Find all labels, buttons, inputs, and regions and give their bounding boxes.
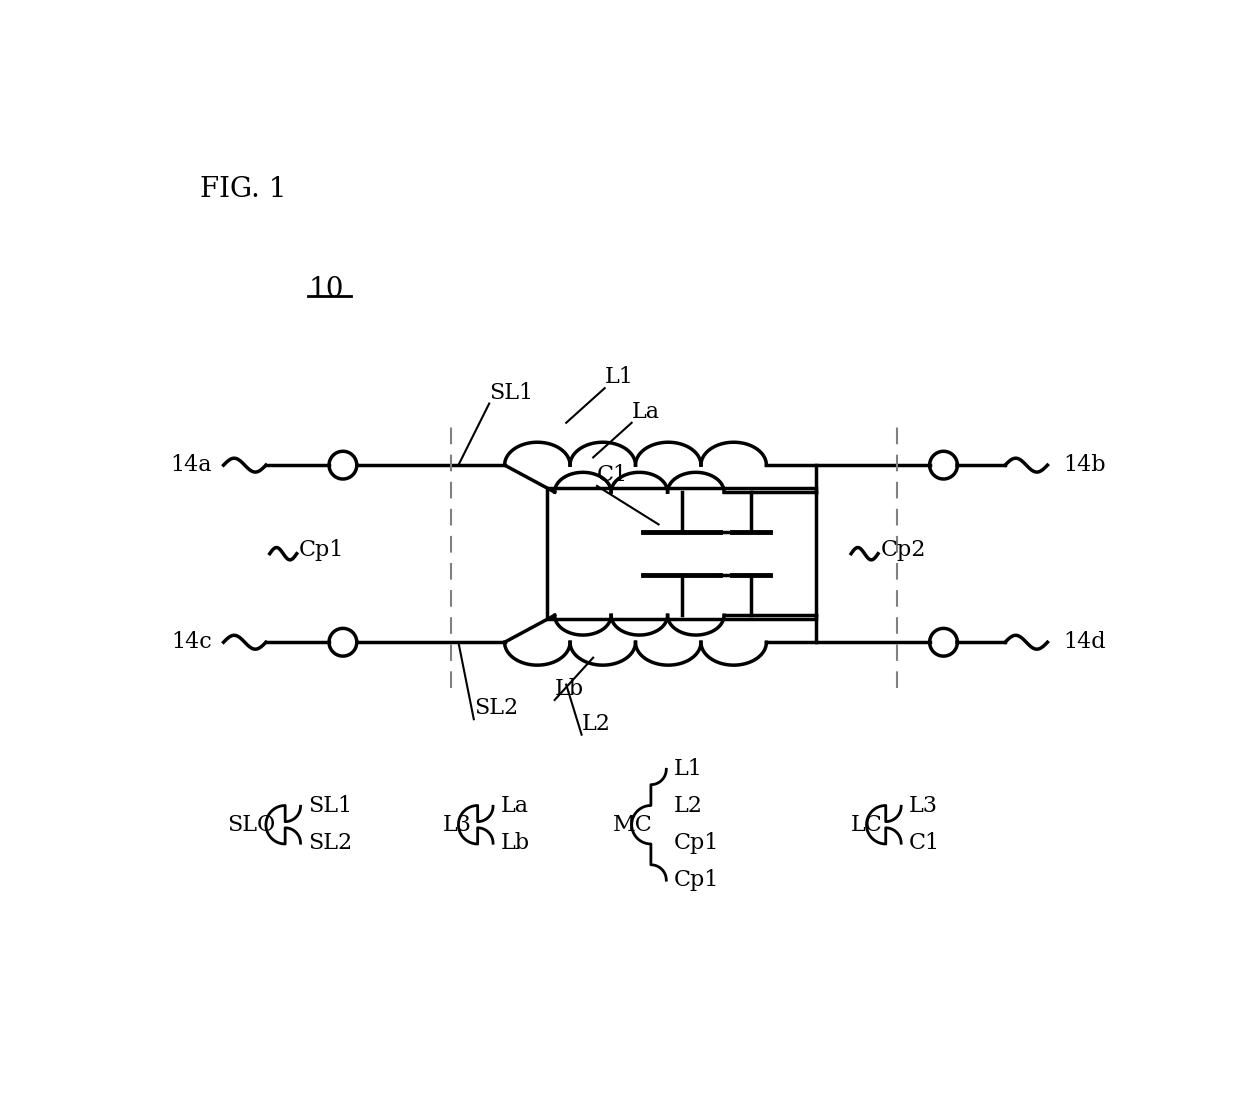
Text: FIG. 1: FIG. 1	[201, 176, 286, 203]
Text: L1: L1	[605, 366, 634, 388]
Text: C1: C1	[596, 464, 629, 486]
Text: L3: L3	[443, 813, 472, 836]
Text: 14b: 14b	[1063, 455, 1106, 476]
Text: L1: L1	[675, 758, 703, 781]
Text: SL2: SL2	[309, 832, 352, 855]
Text: SL2: SL2	[474, 697, 518, 719]
Text: 10: 10	[309, 277, 343, 304]
Text: La: La	[501, 795, 528, 818]
Bar	[547, 488, 816, 619]
Text: La: La	[631, 401, 660, 423]
Text: LC: LC	[851, 813, 883, 836]
Text: Cp1: Cp1	[299, 538, 345, 561]
Text: SLO: SLO	[227, 813, 275, 836]
Text: Lb: Lb	[554, 678, 584, 700]
Text: SL1: SL1	[490, 382, 533, 403]
Text: L2: L2	[582, 713, 610, 735]
Text: Cp1: Cp1	[675, 869, 719, 891]
Text: L2: L2	[675, 795, 703, 818]
Text: 14c: 14c	[171, 631, 212, 653]
Text: C1: C1	[909, 832, 940, 855]
Text: SL1: SL1	[309, 795, 352, 818]
Text: MC: MC	[613, 813, 652, 836]
Text: Cp2: Cp2	[880, 538, 926, 561]
Text: 14d: 14d	[1063, 631, 1106, 653]
Text: Lb: Lb	[501, 832, 529, 855]
Text: Cp1: Cp1	[675, 832, 719, 855]
Text: L3: L3	[909, 795, 937, 818]
Text: 14a: 14a	[171, 455, 212, 476]
